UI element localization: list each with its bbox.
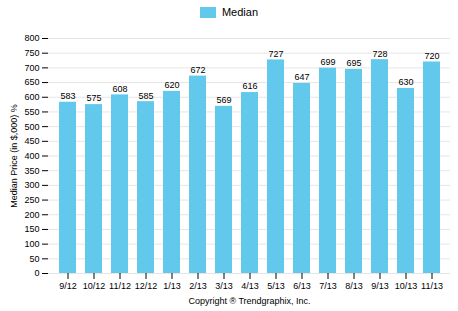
svg-text:727: 727 <box>268 49 283 59</box>
svg-text:11/13: 11/13 <box>421 281 443 291</box>
svg-text:9/12: 9/12 <box>59 281 77 291</box>
svg-text:575: 575 <box>86 93 101 103</box>
svg-text:450: 450 <box>24 136 39 146</box>
svg-text:12/12: 12/12 <box>135 281 158 291</box>
svg-text:10/12: 10/12 <box>83 281 106 291</box>
svg-text:10/13: 10/13 <box>395 281 418 291</box>
svg-text:700: 700 <box>24 63 39 73</box>
svg-text:650: 650 <box>24 77 39 87</box>
svg-text:11/12: 11/12 <box>109 281 131 291</box>
svg-text:647: 647 <box>294 72 309 82</box>
svg-text:585: 585 <box>138 91 153 101</box>
svg-text:728: 728 <box>372 49 387 59</box>
svg-text:600: 600 <box>24 92 39 102</box>
svg-text:800: 800 <box>24 33 39 43</box>
svg-text:616: 616 <box>242 81 257 91</box>
svg-text:550: 550 <box>24 107 39 117</box>
svg-text:583: 583 <box>60 91 75 101</box>
svg-text:150: 150 <box>24 224 39 234</box>
svg-text:1/13: 1/13 <box>163 281 181 291</box>
html-text:Median: Median <box>222 6 258 18</box>
svg-text:6/13: 6/13 <box>293 281 311 291</box>
svg-text:695: 695 <box>346 58 361 68</box>
svg-text:630: 630 <box>398 77 413 87</box>
svg-text:2/13: 2/13 <box>189 281 207 291</box>
svg-text:7/13: 7/13 <box>319 281 337 291</box>
svg-text:569: 569 <box>216 95 231 105</box>
svg-text:100: 100 <box>24 239 39 249</box>
svg-text:672: 672 <box>190 65 205 75</box>
svg-text:500: 500 <box>24 122 39 132</box>
svg-text:720: 720 <box>424 51 439 61</box>
svg-text:699: 699 <box>320 57 335 67</box>
svg-text:750: 750 <box>24 48 39 58</box>
svg-text:Copyright ® Trendgraphix, Inc.: Copyright ® Trendgraphix, Inc. <box>188 296 310 306</box>
svg-text:250: 250 <box>24 195 39 205</box>
svg-text:4/13: 4/13 <box>241 281 259 291</box>
svg-text:400: 400 <box>24 151 39 161</box>
svg-text:200: 200 <box>24 210 39 220</box>
svg-text:5/13: 5/13 <box>267 281 285 291</box>
svg-text:300: 300 <box>24 180 39 190</box>
svg-text:50: 50 <box>29 254 39 264</box>
svg-text:0: 0 <box>34 268 39 278</box>
svg-text:8/13: 8/13 <box>345 281 363 291</box>
svg-text:350: 350 <box>24 166 39 176</box>
svg-text:3/13: 3/13 <box>215 281 233 291</box>
svg-text:608: 608 <box>112 84 127 94</box>
svg-text:Median Price (in $,000) %: Median Price (in $,000) % <box>9 104 19 208</box>
svg-text:9/13: 9/13 <box>371 281 389 291</box>
svg-text:620: 620 <box>164 80 179 90</box>
